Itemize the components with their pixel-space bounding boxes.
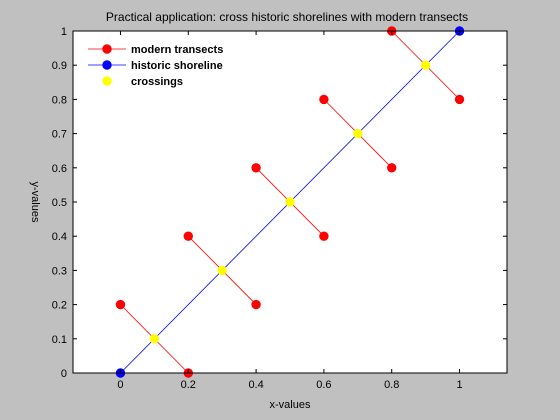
x-tick-label: 0.4: [248, 379, 263, 391]
crossings-point-0: [149, 334, 160, 344]
x-tick-label: 1: [456, 379, 462, 391]
modern-transects-point-3-0: [319, 94, 329, 105]
y-tick-label: 1: [61, 26, 67, 38]
legend-marker-modern-transects: [102, 44, 112, 54]
modern-transects-point-0-0: [115, 299, 126, 310]
y-tick-label: 0.1: [52, 334, 67, 346]
crossings-point-2: [285, 197, 295, 207]
modern-transects-point-2-0: [251, 163, 261, 173]
y-tick-label: 0.7: [52, 129, 67, 141]
modern-transects-point-4-1: [454, 94, 465, 105]
y-tick-label: 0.5: [52, 197, 67, 209]
x-tick-label: 0.8: [384, 379, 399, 391]
legend-marker-crossings: [102, 76, 112, 86]
x-axis-title: x-values: [270, 399, 311, 411]
legend-label-historic-shoreline: historic shoreline: [131, 60, 223, 72]
legend: modern transects historic shoreline crossi…: [88, 44, 223, 88]
y-tick-label: 0.4: [52, 231, 67, 243]
y-tick-label: 0.9: [52, 60, 67, 72]
modern-transects-point-3-1: [387, 163, 397, 173]
y-tick-label: 0.8: [52, 94, 67, 106]
x-tick-label: 0.6: [316, 379, 331, 391]
y-tick-label: 0: [61, 368, 67, 380]
legend-marker-historic-shoreline: [102, 60, 112, 70]
x-tick-label: 0: [117, 379, 123, 391]
crossings-point-3: [353, 128, 363, 139]
modern-transects-point-1-1: [251, 299, 261, 310]
chart-title: Practical application: cross historic sh…: [106, 10, 468, 24]
legend-label-modern-transects: modern transects: [131, 44, 223, 56]
y-tick-label: 0.2: [52, 300, 67, 312]
y-tick-label: 0.6: [52, 163, 67, 175]
modern-transects-point-2-1: [319, 231, 329, 241]
crossings-point-4: [420, 60, 431, 70]
crossings-point-1: [217, 265, 227, 276]
y-axis-title: y-values: [29, 182, 41, 223]
x-tick-label: 0.2: [181, 379, 196, 391]
modern-transects-point-1-0: [183, 231, 193, 241]
axis-ticks: 0 0.2 0.4 0.6 0.8 1 0 0.1 0.2 0.3 0.4 0.5 0.6 0.7 0.8 0…: [52, 26, 507, 391]
y-tick-label: 0.3: [52, 265, 67, 277]
legend-label-crossings: crossings: [131, 76, 183, 88]
